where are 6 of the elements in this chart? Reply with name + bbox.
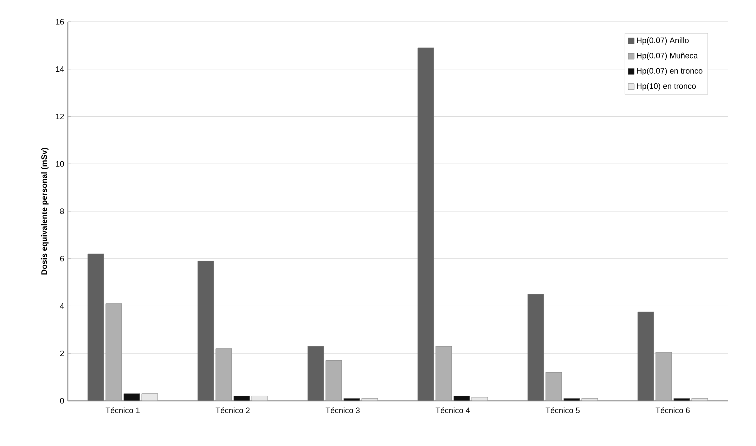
bar xyxy=(308,346,324,401)
bar xyxy=(638,312,654,401)
bar xyxy=(418,48,434,401)
bar xyxy=(88,254,104,401)
bar xyxy=(528,294,544,401)
bar xyxy=(198,261,214,401)
